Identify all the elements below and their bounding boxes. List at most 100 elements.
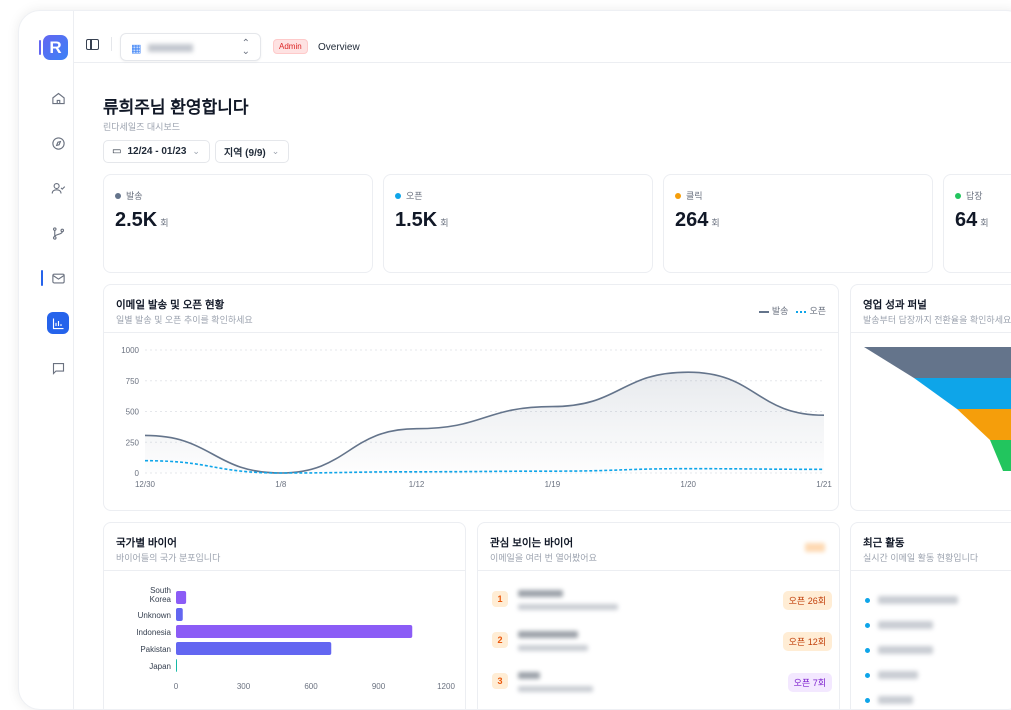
bar-south-korea <box>176 591 187 604</box>
legend-sent: 발송 <box>758 304 788 317</box>
y-tick-label: Pakistan <box>140 645 171 654</box>
x-tick-label: 1/20 <box>680 480 696 489</box>
activity-item[interactable] <box>865 671 918 679</box>
stat-card: 클릭 264 회 <box>663 174 933 273</box>
open-count-badge: 오픈 26회 <box>782 591 832 610</box>
buyer-name-blurred <box>518 590 563 597</box>
card-subtitle: 이메일을 여러 번 열어봤어요 <box>490 553 597 563</box>
x-tick-label: 1/12 <box>409 480 425 489</box>
buyer-name-blurred <box>518 672 540 679</box>
funnel-stage-reply <box>990 440 1011 471</box>
x-tick-label: 1200 <box>437 682 455 691</box>
page-title: 류희주님 환영합니다 <box>103 98 249 117</box>
buyer-list-item[interactable]: 3 오픈 7회 <box>492 669 832 699</box>
admin-badge: Admin <box>273 39 308 54</box>
status-dot-icon <box>115 192 121 199</box>
chevron-down-icon: ⌄ <box>271 146 280 156</box>
buyer-email-blurred <box>518 604 618 610</box>
open-count-badge: 오픈 12회 <box>782 632 832 651</box>
series-line-발송 <box>144 371 825 474</box>
stat-label: 클릭 <box>675 189 703 202</box>
top-bar: ▦ ⌃ ⌄ Admin Overview <box>74 11 1011 63</box>
card-title: 영업 성과 퍼널 <box>863 299 927 311</box>
funnel-stage-open <box>914 378 1011 409</box>
card-title: 최근 활동 <box>863 537 905 549</box>
funnel-stage-click <box>957 409 1011 440</box>
date-range-label: 12/24 - 01/23 <box>127 146 187 157</box>
stat-value: 264 회 <box>675 209 720 231</box>
sidebar-toggle-icon[interactable] <box>86 39 99 50</box>
x-tick-label: 900 <box>372 682 386 691</box>
activity-item[interactable] <box>865 596 958 604</box>
y-tick-label: 500 <box>126 408 140 417</box>
country-card: 국가별 바이어 바이어들의 국가 분포입니다 South Korea Unknown… <box>103 522 466 709</box>
stat-value: 2.5K 회 <box>115 209 169 231</box>
funnel-stage-sent <box>864 347 1011 378</box>
app-logo[interactable]: R <box>39 35 68 60</box>
chart-legend: 발송 오픈 <box>758 304 826 317</box>
x-tick-label: 1/19 <box>545 480 561 489</box>
status-dot-icon <box>955 192 961 199</box>
mail-icon[interactable] <box>47 267 69 289</box>
bar-japan <box>176 659 177 672</box>
y-tick-label: 1000 <box>121 346 139 355</box>
divider <box>111 37 112 51</box>
series-area-발송 <box>145 372 824 473</box>
region-filter-button[interactable]: 지역 (9/9) ⌄ <box>215 140 289 163</box>
funnel-chart <box>864 347 1011 471</box>
page-subtitle: 린다세일즈 대시보드 <box>103 122 181 132</box>
stat-value: 64 회 <box>955 209 989 231</box>
y-tick-label: 250 <box>126 438 140 447</box>
stat-label: 답장 <box>955 189 983 202</box>
user-check-icon[interactable] <box>47 177 69 199</box>
y-tick-label: Unknown <box>138 611 171 620</box>
chart-icon[interactable] <box>47 312 69 334</box>
buyer-list-item[interactable]: 2 오픈 12회 <box>492 628 832 658</box>
workspace-selector[interactable]: ▦ ⌃ ⌄ <box>120 33 261 61</box>
buyer-email-blurred <box>518 686 593 692</box>
status-dot-icon <box>395 192 401 199</box>
recent-activity-card: 최근 활동 실시간 이메일 활동 현황입니다 <box>850 522 1011 709</box>
card-subtitle: 실시간 이메일 활동 현황입니다 <box>863 553 979 563</box>
card-title: 관심 보이는 바이어 <box>490 537 574 549</box>
stat-value: 1.5K 회 <box>395 209 449 231</box>
activity-item[interactable] <box>865 646 933 654</box>
region-filter-label: 지역 (9/9) <box>224 148 266 159</box>
stat-card: 발송 2.5K 회 <box>103 174 373 273</box>
x-tick-label: 1/8 <box>275 480 287 489</box>
x-tick-label: 12/30 <box>135 480 156 489</box>
workspace-name-blurred <box>148 44 193 52</box>
buyer-email-blurred <box>518 645 588 651</box>
rank-badge: 2 <box>492 632 508 648</box>
calendar-icon: ▭ <box>112 146 122 157</box>
bar-unknown <box>176 608 183 621</box>
chevron-up-down-icon: ⌃ ⌄ <box>241 38 250 57</box>
card-subtitle: 바이어들의 국가 분포입니다 <box>116 553 221 563</box>
sidebar: R <box>19 11 74 709</box>
buyer-name-blurred <box>518 631 578 638</box>
open-count-badge: 오픈 7회 <box>787 673 832 692</box>
y-tick-label: 0 <box>135 469 140 478</box>
building-icon: ▦ <box>131 43 142 55</box>
stat-label: 발송 <box>115 189 143 202</box>
date-range-button[interactable]: ▭ 12/24 - 01/23 ⌄ <box>103 140 210 163</box>
status-dot-icon <box>675 192 681 199</box>
buyer-list-item[interactable]: 1 오픈 26회 <box>492 587 832 617</box>
legend-open: 오픈 <box>796 304 826 317</box>
y-tick-label: South Korea <box>150 586 172 604</box>
git-branch-icon[interactable] <box>47 222 69 244</box>
breadcrumb-overview[interactable]: Overview <box>318 42 360 53</box>
x-tick-label: 300 <box>237 682 251 691</box>
y-tick-label: Indonesia <box>136 628 171 637</box>
card-title: 이메일 발송 및 오픈 현황 <box>116 299 225 311</box>
activity-item[interactable] <box>865 621 933 629</box>
activity-item[interactable] <box>865 696 913 704</box>
message-icon[interactable] <box>47 357 69 379</box>
home-icon[interactable] <box>47 87 69 109</box>
rank-badge: 3 <box>492 673 508 689</box>
funnel-card: 영업 성과 퍼널 발송부터 답장까지 전환율을 확인하세요 <box>850 284 1011 511</box>
card-title: 국가별 바이어 <box>116 537 177 549</box>
x-tick-label: 1/21 <box>816 480 832 489</box>
bar-chart: South Korea Unknown Indonesia Pakistan Japan 0… <box>136 586 455 691</box>
compass-icon[interactable] <box>47 132 69 154</box>
